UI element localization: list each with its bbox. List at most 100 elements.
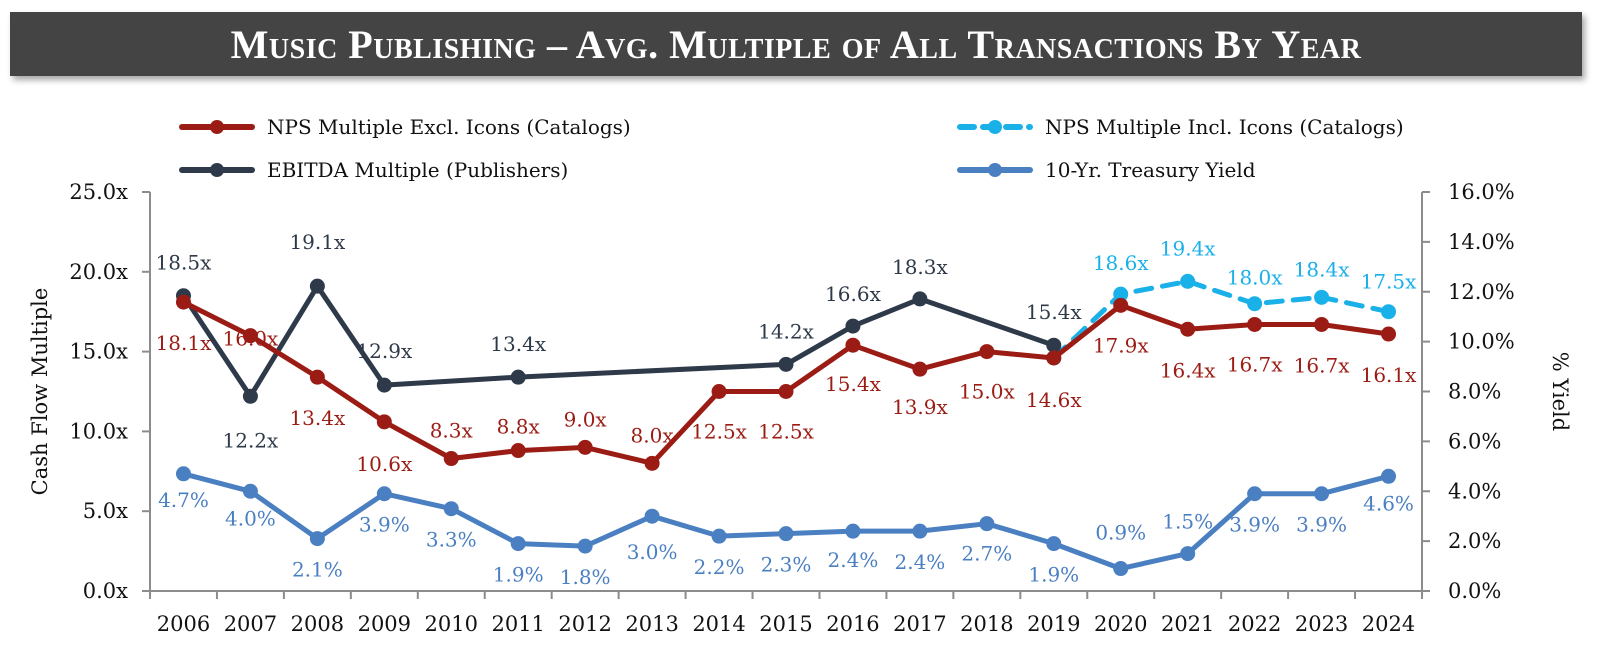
nps-excl-icons-point [1381,326,1397,342]
x-tick-label: 2012 [558,612,611,636]
ebitda-point [376,377,392,393]
treasury-yield-point [1113,561,1129,577]
nps-excl-icons-point [778,384,794,399]
chart-title: Music Publishing – Avg. Multiple of All … [230,21,1362,67]
right-tick-label: 4.0% [1448,479,1501,503]
ebitda-label: 19.1x [289,230,346,254]
legend-label: 10-Yr. Treasury Yield [1045,158,1256,182]
legend-label: NPS Multiple Excl. Icons (Catalogs) [267,115,631,139]
title-banner: Music Publishing – Avg. Multiple of All … [10,12,1582,76]
yield-label: 2.7% [961,542,1012,566]
nps-excl-label: 10.6x [356,452,413,476]
ebitda-label: 12.9x [356,339,413,363]
yield-label: 3.0% [627,540,678,564]
yield-label: 2.3% [761,553,812,577]
ebitda-label: 14.2x [758,319,815,343]
nps-excl-icons-point [644,455,660,471]
x-tick-label: 2014 [692,612,745,636]
nps-excl-icons-point [510,443,526,459]
yield-label: 1.5% [1162,510,1213,534]
nps-incl-icons-point [1180,273,1196,289]
treasury-yield-point [1314,486,1330,502]
treasury-yield-point [510,536,526,552]
nps-excl-icons-point [376,414,392,430]
yield-label: 3.9% [1229,513,1280,537]
yield-label: 3.9% [1296,513,1347,537]
nps-incl-icons-point [1381,304,1397,320]
treasury-yield-point [175,466,191,482]
x-tick-label: 2016 [826,612,879,636]
left-tick-label: 0.0x [83,579,128,603]
nps-excl-icons-point [577,439,593,455]
nps-excl-label: 9.0x [564,407,608,431]
x-tick-label: 2018 [960,612,1013,636]
yield-label: 1.9% [1028,563,1079,587]
y2-axis-title: % Yield [1548,352,1572,431]
nps-excl-icons-point [912,361,928,377]
nps-excl-icons-point [1113,297,1129,313]
legend-swatch-marker [988,120,1002,134]
nps-excl-label: 16.1x [1361,363,1418,387]
x-tick-label: 2013 [625,612,678,636]
nps-excl-label: 14.6x [1026,388,1083,412]
treasury-yield-point [979,516,995,532]
nps-excl-icons-point [309,369,325,385]
nps-incl-icons-point [1247,296,1263,312]
x-tick-label: 2019 [1027,612,1080,636]
nps-excl-label: 18.1x [156,331,213,355]
treasury-yield-point [1381,468,1397,484]
nps-excl-label: 8.0x [631,423,675,447]
ebitda-label: 12.2x [223,428,280,452]
nps-excl-label: 17.9x [1093,333,1150,357]
treasury-yield-point [242,483,258,499]
x-tick-label: 2011 [491,612,544,636]
nps-excl-icons-point [845,337,861,353]
nps-incl-icons-point [1314,289,1330,305]
ebitda-point [778,356,794,372]
ebitda-point [912,291,928,307]
right-tick-label: 8.0% [1448,380,1501,404]
left-tick-label: 15.0x [69,340,128,364]
left-tick-label: 20.0x [69,260,128,284]
ebitda-label: 18.3x [892,255,949,279]
right-tick-label: 14.0% [1448,230,1515,254]
nps-incl-label: 18.4x [1294,257,1351,281]
treasury-yield-point [912,523,928,539]
treasury-yield-point [778,526,794,542]
treasury-yield-point [376,486,392,502]
right-tick-label: 12.0% [1448,280,1515,304]
ebitda-label: 18.5x [156,251,213,275]
nps-excl-icons-point [1247,316,1263,332]
treasury-yield-point [1046,536,1062,552]
x-tick-label: 2009 [358,612,411,636]
legend: NPS Multiple Excl. Icons (Catalogs) NPS M… [179,115,1404,182]
left-tick-label: 10.0x [69,419,128,443]
legend-swatch-marker [210,163,224,177]
x-tick-label: 2021 [1161,612,1214,636]
yield-label: 1.8% [560,565,611,589]
nps-incl-label: 17.5x [1361,270,1418,294]
nps-excl-label: 12.5x [691,420,748,444]
ebitda-label: 16.6x [825,282,882,306]
treasury-yield-point [443,501,459,517]
data-labels: 18.1x 16.0x 13.4x 10.6x 8.3x 8.8x 9.0x 8.0x 12.5… [156,230,1418,589]
nps-excl-icons-point [711,384,727,399]
treasury-yield-point [711,528,727,544]
nps-excl-label: 16.0x [223,327,280,351]
ebitda-point [845,318,861,334]
nps-excl-label: 8.3x [430,419,474,443]
nps-excl-label: 12.5x [758,420,815,444]
treasury-yield-point [1247,486,1263,502]
yield-label: 4.6% [1363,491,1414,515]
nps-incl-label: 18.0x [1227,266,1284,290]
yield-label: 0.9% [1095,521,1146,545]
treasury-yield-point [644,508,660,524]
nps-excl-icons-point [1046,350,1062,366]
nps-excl-icons-point [175,294,191,310]
nps-excl-icons-point [1314,316,1330,332]
nps-excl-label: 13.9x [892,395,949,419]
x-tick-label: 2020 [1094,612,1147,636]
yield-label: 2.4% [894,550,945,574]
nps-incl-icons-point [1113,286,1129,302]
